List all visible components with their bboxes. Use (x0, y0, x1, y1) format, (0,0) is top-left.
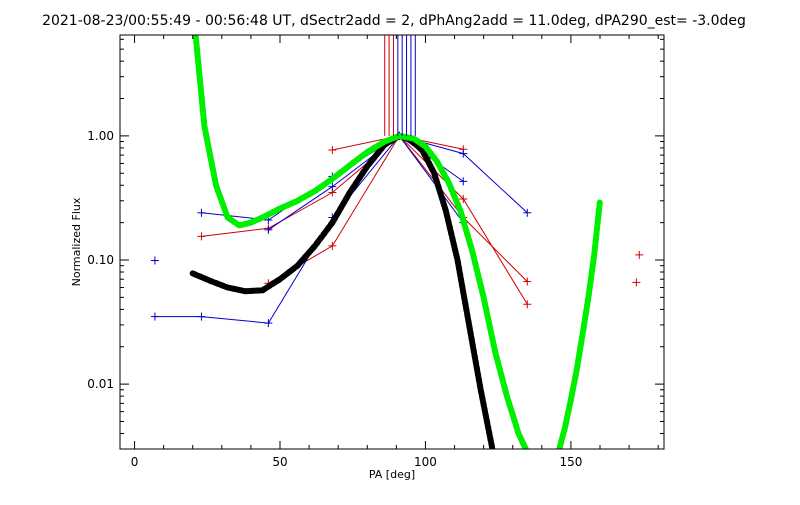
x-axis-label: PA [deg] (369, 468, 415, 481)
series-4-blue-line (154, 135, 464, 324)
series-0-red-point-0 (197, 232, 206, 241)
x-tick-label-3: 150 (559, 455, 582, 469)
series-1-red-point-3 (459, 195, 468, 204)
series-9-blue-point-0 (150, 256, 159, 265)
series-2-red-point-0 (328, 145, 337, 154)
series-3-blue-point-4 (459, 149, 468, 158)
series-1-red-line (268, 135, 528, 305)
clipped-marks (150, 35, 644, 449)
series-0-red-point-5 (523, 277, 532, 286)
y-tick-label-1: 0.10 (87, 253, 114, 267)
marks-layer (150, 35, 644, 449)
series-1-red-point-4 (523, 300, 532, 309)
y-tick-label-0: 0.01 (87, 377, 114, 391)
x-tick-label-2: 100 (414, 455, 437, 469)
series-3-blue-point-5 (523, 208, 532, 217)
series-5-blue-point-0 (264, 225, 273, 234)
y-tick-label-2: 1.00 (87, 129, 114, 143)
series-6-black-curve (189, 132, 496, 449)
series-3-blue-point-0 (197, 208, 206, 217)
series-4-blue-point-2 (264, 319, 273, 328)
series-5-blue-point-1 (328, 182, 337, 191)
series-4-blue-point-0 (150, 312, 159, 321)
y-axis-label: Normalized Flux (70, 197, 83, 286)
axes-layer: 0 50 100 150 0.01 0.10 1.00 (87, 35, 664, 469)
series-10-red-point-1 (635, 250, 644, 259)
series-8-green-curve (556, 197, 603, 449)
series-1-red-point-1 (328, 241, 337, 250)
series-5-blue-point-3 (459, 177, 468, 186)
series-7-green-curve (192, 35, 529, 449)
series-4-blue-point-1 (197, 312, 206, 321)
x-tick-label-0: 0 (131, 455, 139, 469)
x-tick-label-1: 50 (272, 455, 287, 469)
series-10-red-point-0 (632, 278, 641, 287)
plot-frame (119, 34, 665, 450)
chart-title: 2021-08-23/00:55:49 - 00:56:48 UT, dSect… (42, 13, 746, 29)
